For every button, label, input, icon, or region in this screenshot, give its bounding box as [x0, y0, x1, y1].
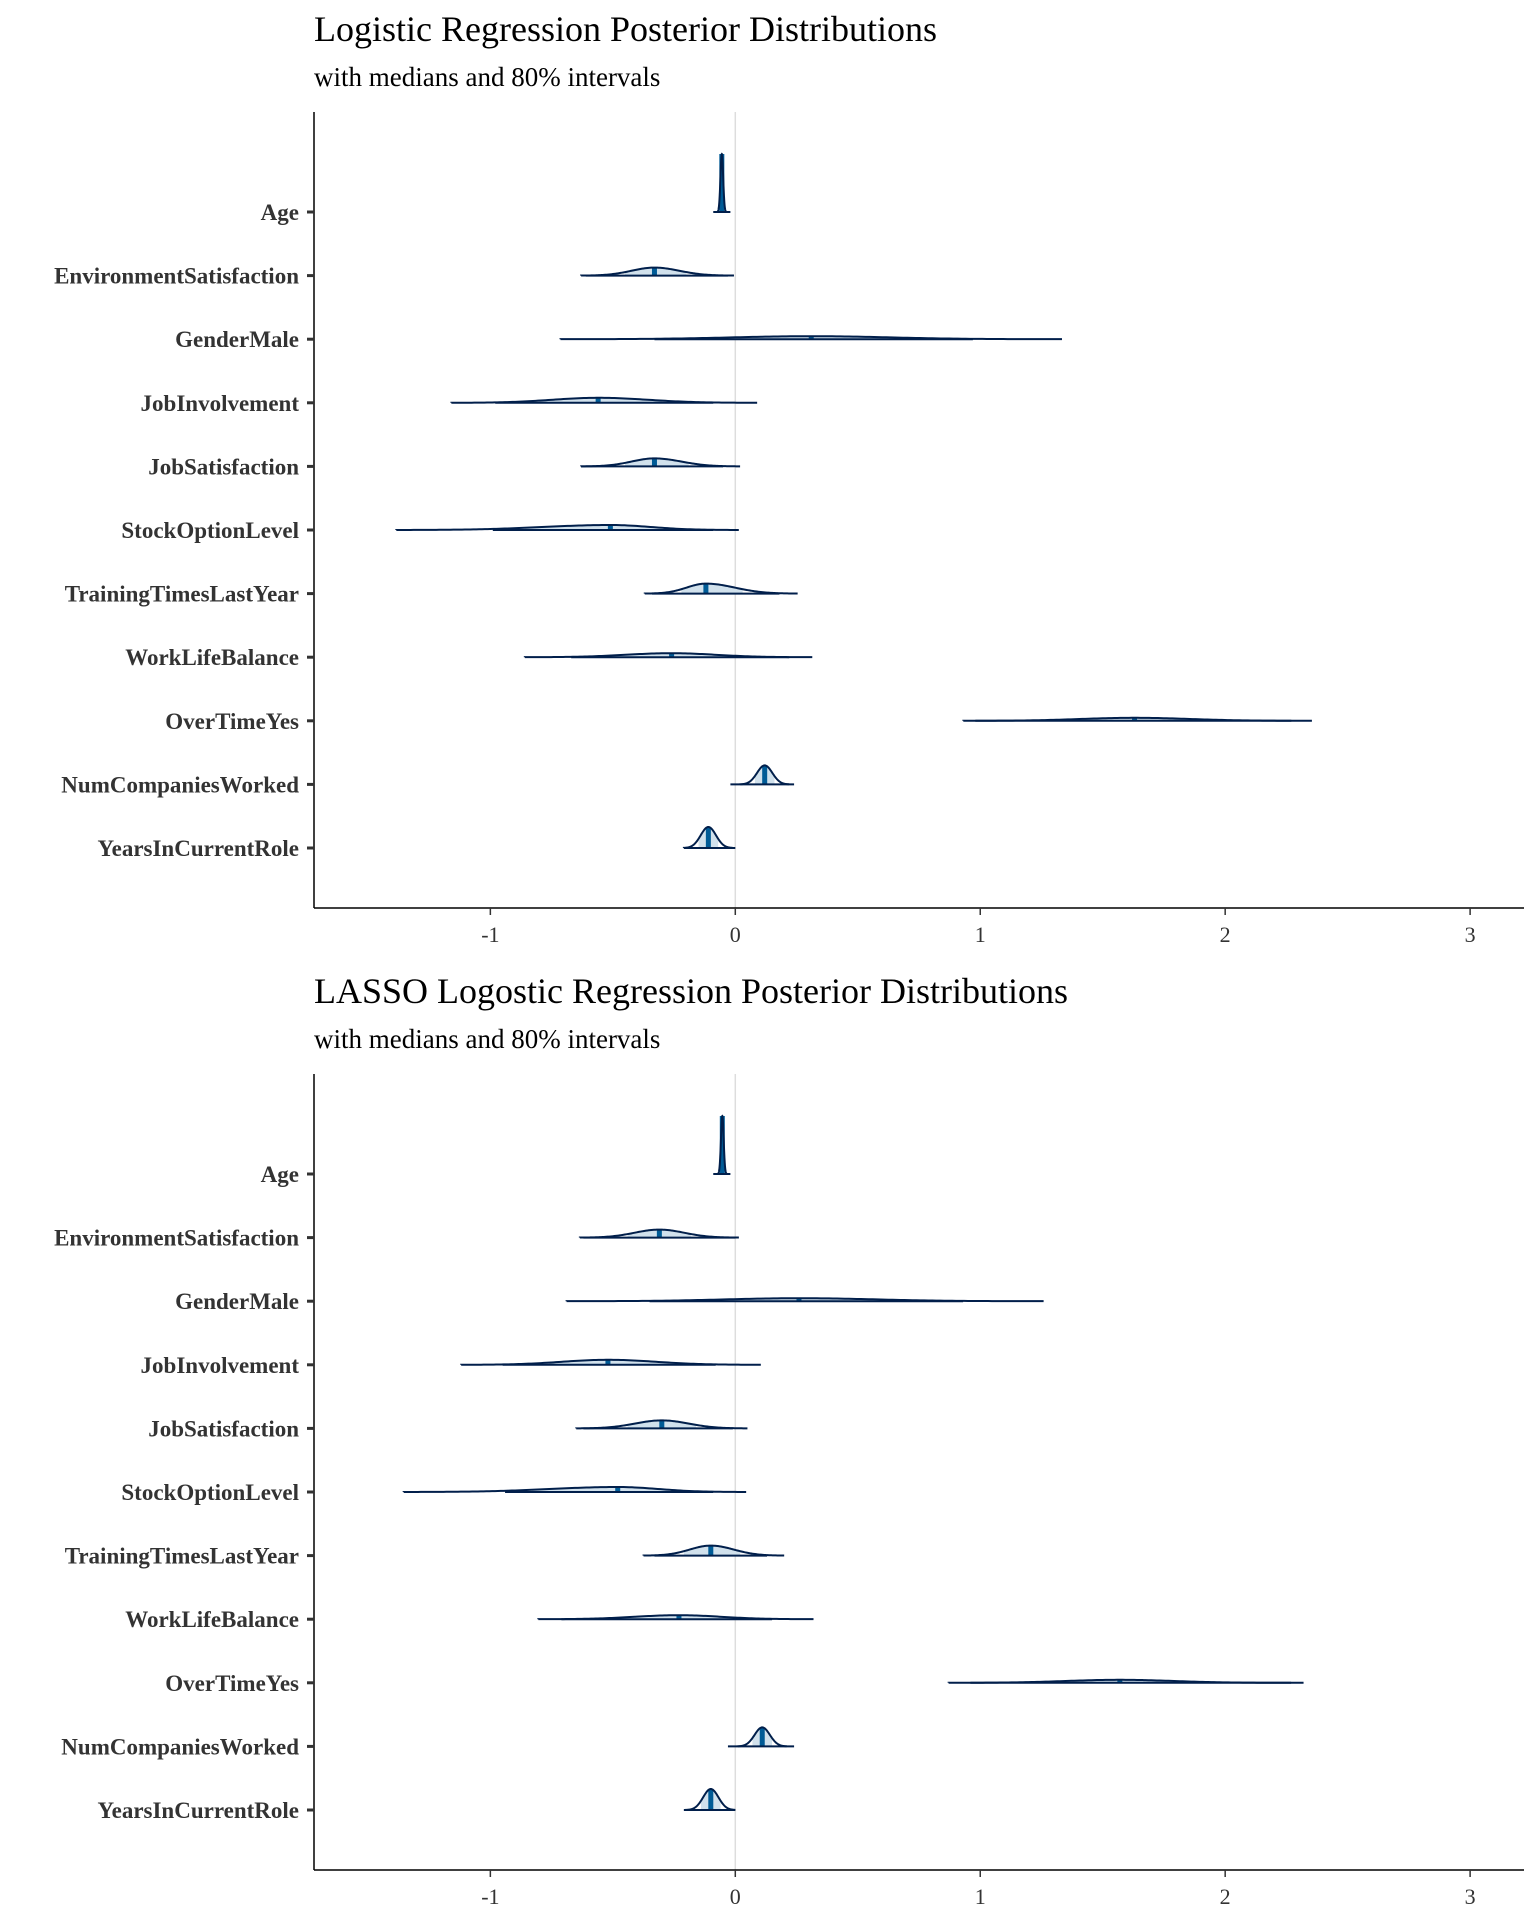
x-tick-label: 3 [1465, 1884, 1476, 1909]
top-chart-panel: Logistic Regression Posterior Distributi… [0, 0, 1536, 958]
density-curve [395, 524, 739, 531]
density-curve [736, 1726, 787, 1748]
density-curve [717, 1114, 728, 1175]
y-tick-label: JobInvolvement [141, 1353, 300, 1378]
chart-title: LASSO Logostic Regression Posterior Dist… [314, 971, 1068, 1011]
y-tick-label: TrainingTimesLastYear [65, 582, 299, 607]
y-tick-label: JobSatisfaction [148, 454, 299, 479]
x-tick-label: -1 [481, 1884, 499, 1909]
x-tick-label: 2 [1220, 922, 1231, 947]
y-tick-label: JobInvolvement [141, 391, 300, 416]
density-curve [565, 1297, 1044, 1303]
y-tick-label: YearsInCurrentRole [98, 1798, 299, 1823]
y-tick-label: EnvironmentSatisfaction [54, 1226, 299, 1251]
density-curve [739, 764, 790, 786]
density-curve [685, 1787, 736, 1811]
y-tick-label: GenderMale [175, 327, 299, 352]
interval-80-fill [681, 583, 743, 594]
x-tick-label: 1 [975, 1884, 986, 1909]
x-tick-label: -1 [481, 922, 499, 947]
y-tick-label: OverTimeYes [165, 709, 299, 734]
density-curve [402, 1486, 747, 1493]
y-tick-label: Age [261, 1162, 299, 1187]
x-tick-label: 1 [975, 922, 986, 947]
y-tick-label: NumCompaniesWorked [61, 772, 299, 797]
x-tick-label: 0 [730, 1884, 741, 1909]
y-tick-label: TrainingTimesLastYear [65, 1544, 299, 1569]
bottom-chart-plot: -1 0 1 2 3 Age EnvironmentSatisfaction GenderMa… [54, 1074, 1524, 1909]
chart-title: Logistic Regression Posterior Distributi… [314, 9, 937, 49]
chart-subtitle: with medians and 80% intervals [314, 1024, 661, 1054]
y-tick-label: WorkLifeBalance [125, 645, 299, 670]
x-tick-label: 3 [1465, 922, 1476, 947]
y-tick-label: NumCompaniesWorked [61, 1734, 299, 1759]
chart-subtitle: with medians and 80% intervals [314, 62, 661, 92]
y-tick-label: Age [261, 200, 299, 225]
y-tick-label: OverTimeYes [165, 1671, 299, 1696]
y-tick-label: GenderMale [175, 1289, 299, 1314]
x-tick-label: 0 [730, 922, 741, 947]
top-chart-plot: -1 0 1 2 3 Age EnvironmentSatisfaction GenderMa… [54, 112, 1524, 947]
density-curve [559, 335, 1062, 341]
density-curve [716, 152, 727, 213]
y-tick-label: StockOptionLevel [121, 518, 299, 543]
x-tick-label: 2 [1220, 1884, 1231, 1909]
density-curve [682, 825, 733, 849]
y-tick-label: YearsInCurrentRole [98, 836, 299, 861]
y-tick-label: WorkLifeBalance [125, 1607, 299, 1632]
y-tick-label: EnvironmentSatisfaction [54, 264, 299, 289]
y-tick-label: StockOptionLevel [121, 1480, 299, 1505]
bottom-chart-panel: LASSO Logostic Regression Posterior Dist… [0, 962, 1536, 1920]
y-tick-label: JobSatisfaction [148, 1416, 299, 1441]
